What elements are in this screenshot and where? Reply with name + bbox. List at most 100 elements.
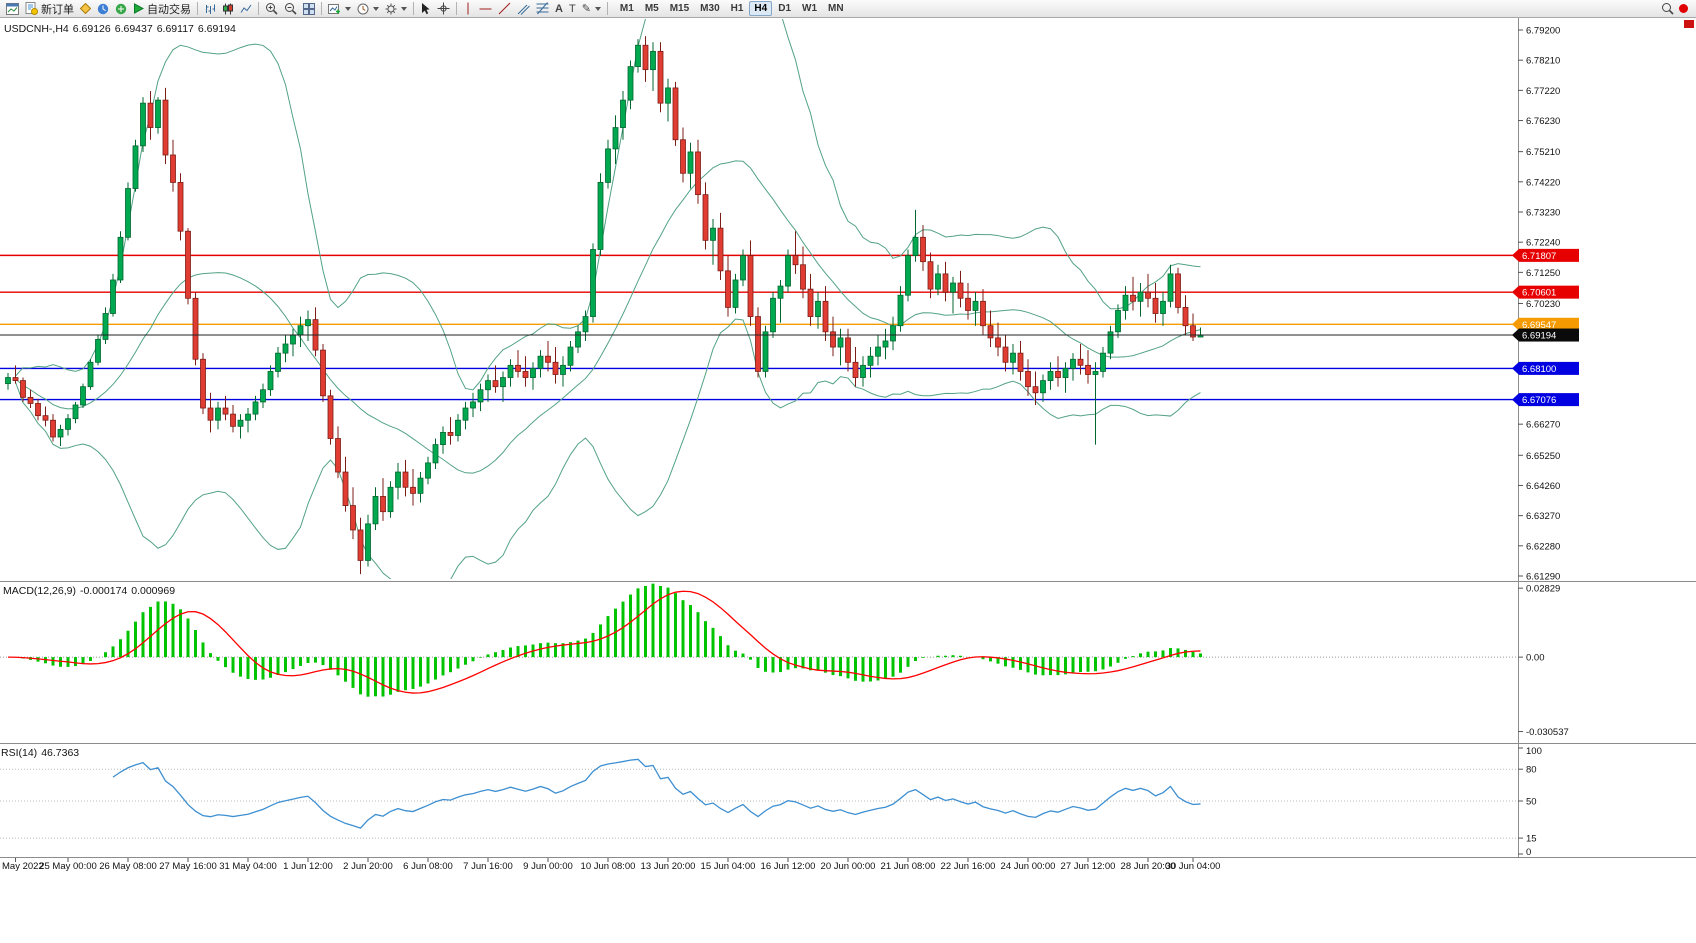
price-tick-label: 6.79200 [1526,26,1560,37]
line-chart-icon [240,4,252,13]
market-watch-button[interactable] [94,1,112,17]
channel-button[interactable] [514,1,533,17]
time-label: 9 Jun 00:00 [523,861,573,872]
periods-button[interactable] [354,1,382,17]
scale-top-marker[interactable] [1684,20,1694,28]
timeframe-button-m15[interactable]: M15 [669,3,690,14]
timeframe-button-w1[interactable]: W1 [802,3,818,14]
bollinger-lower [15,318,1201,579]
notification-badge[interactable] [1679,4,1688,13]
price-tick-label: 6.63270 [1526,511,1560,522]
timeframe-button-d1[interactable]: D1 [778,3,792,14]
horizontal-line-icon [479,8,492,9]
svg-text:6.70601: 6.70601 [1522,288,1556,299]
crosshair-button[interactable] [434,1,453,17]
cursor-button[interactable] [417,1,434,17]
new-chart-button[interactable] [325,1,354,17]
timeframe-button-m1[interactable]: M1 [619,3,634,14]
price-tick-label: 6.73230 [1526,208,1560,219]
bar-chart-icon [206,4,215,14]
candlestick-chart-icon [223,3,233,14]
chevron-down-icon [373,6,379,11]
new-order-icon [25,2,38,15]
timeframe-button-h1[interactable]: H1 [730,3,744,14]
price-tick-label: 6.77220 [1526,86,1560,97]
price-badge-6.68100: 6.68100 [1512,361,1579,375]
zoom-in-button[interactable] [262,1,281,17]
zoom-out-button[interactable] [281,1,300,17]
time-label: 28 Jun 20:00 [1121,861,1176,872]
svg-text:6.69547: 6.69547 [1522,320,1556,331]
candlestick-chart-button[interactable] [219,1,237,17]
text-tool-button[interactable]: A [552,1,566,17]
toolbar: 新订单 自动交易 [0,0,1696,18]
market-watch-icon [97,3,109,14]
chevron-down-icon [345,6,351,11]
bollinger-middle [15,160,1201,474]
label-tool-button[interactable]: T [566,1,579,17]
svg-text:6.69194: 6.69194 [1522,331,1556,342]
horizontal-line-button[interactable] [476,1,495,17]
chevron-down-icon [594,6,601,11]
price-tick-label: 6.74220 [1526,177,1560,188]
zoom-out-icon [285,3,297,15]
time-label: 16 Jun 12:00 [761,861,816,872]
time-label: 7 Jun 16:00 [463,861,513,872]
new-order-button[interactable]: 新订单 [22,1,77,17]
toolbar-separator [321,2,322,15]
navigator-button[interactable] [112,1,130,17]
fibonacci-button[interactable] [533,1,552,17]
time-label: 27 Jun 12:00 [1061,861,1116,872]
toolbar-separator [606,2,608,15]
price-tick-label: 6.66270 [1526,420,1560,431]
periods-clock-icon [357,3,369,14]
chart-window-icon [6,2,19,15]
price-tick-label: 6.70230 [1526,299,1560,310]
auto-trading-button[interactable]: 自动交易 [130,1,194,17]
time-label: 13 Jun 20:00 [641,861,696,872]
timeframe-button-h4[interactable]: H4 [749,1,773,16]
timeframe-button-m5[interactable]: M5 [644,3,659,14]
tile-windows-button[interactable] [300,1,318,17]
templates-button[interactable] [382,1,410,17]
shapes-button[interactable]: ✎ [579,1,604,17]
trendline-button[interactable] [495,1,514,17]
price-badge-6.69547: 6.69547 [1512,317,1579,331]
auto-trading-icon [134,3,144,14]
bar-chart-button[interactable] [201,1,219,17]
price-tick-label: 6.76230 [1526,116,1560,127]
price-tick-label: 6.65250 [1526,451,1560,462]
timeframe-button-mn[interactable]: MN [828,3,844,14]
rsi-scale-label: 100 [1526,746,1542,757]
expert-advisor-icon [80,3,91,14]
new-order-label: 新订单 [41,3,74,16]
toolbar-separator [456,2,457,15]
rsi-scale-label: 0 [1526,847,1531,858]
zoom-in-icon [266,3,278,15]
time-label: 30 Jun 04:00 [1166,861,1221,872]
time-label: 10 Jun 08:00 [581,861,636,872]
line-chart-button[interactable] [237,1,255,17]
timeframe-button-m30[interactable]: M30 [700,3,720,14]
macd-scale-label: 0.02829 [1526,584,1560,595]
channel-icon [517,4,530,15]
current-price-badge: 6.69194 [1512,328,1579,342]
time-label: 2 Jun 20:00 [343,861,393,872]
vertical-line-icon [467,2,469,15]
label-tool-icon: T [568,2,576,15]
chevron-down-icon [401,6,407,11]
price-tick-label: 6.72240 [1526,238,1560,249]
time-label: 24 Jun 00:00 [1001,861,1056,872]
time-label: 25 May 00:00 [39,861,97,872]
search-button[interactable] [1658,1,1677,17]
macd-scale-label: 0.00 [1526,653,1545,664]
price-tick-label: 6.64260 [1526,481,1560,492]
chart-window-button[interactable] [3,1,22,17]
price-tick-label: 6.71250 [1526,268,1560,279]
expert-advisor-button[interactable] [77,1,94,17]
vertical-line-button[interactable] [460,1,476,17]
price-scale[interactable]: 6.79200 6.78210 6.77220 6.76230 6.75210 6.742… [1512,26,1579,583]
